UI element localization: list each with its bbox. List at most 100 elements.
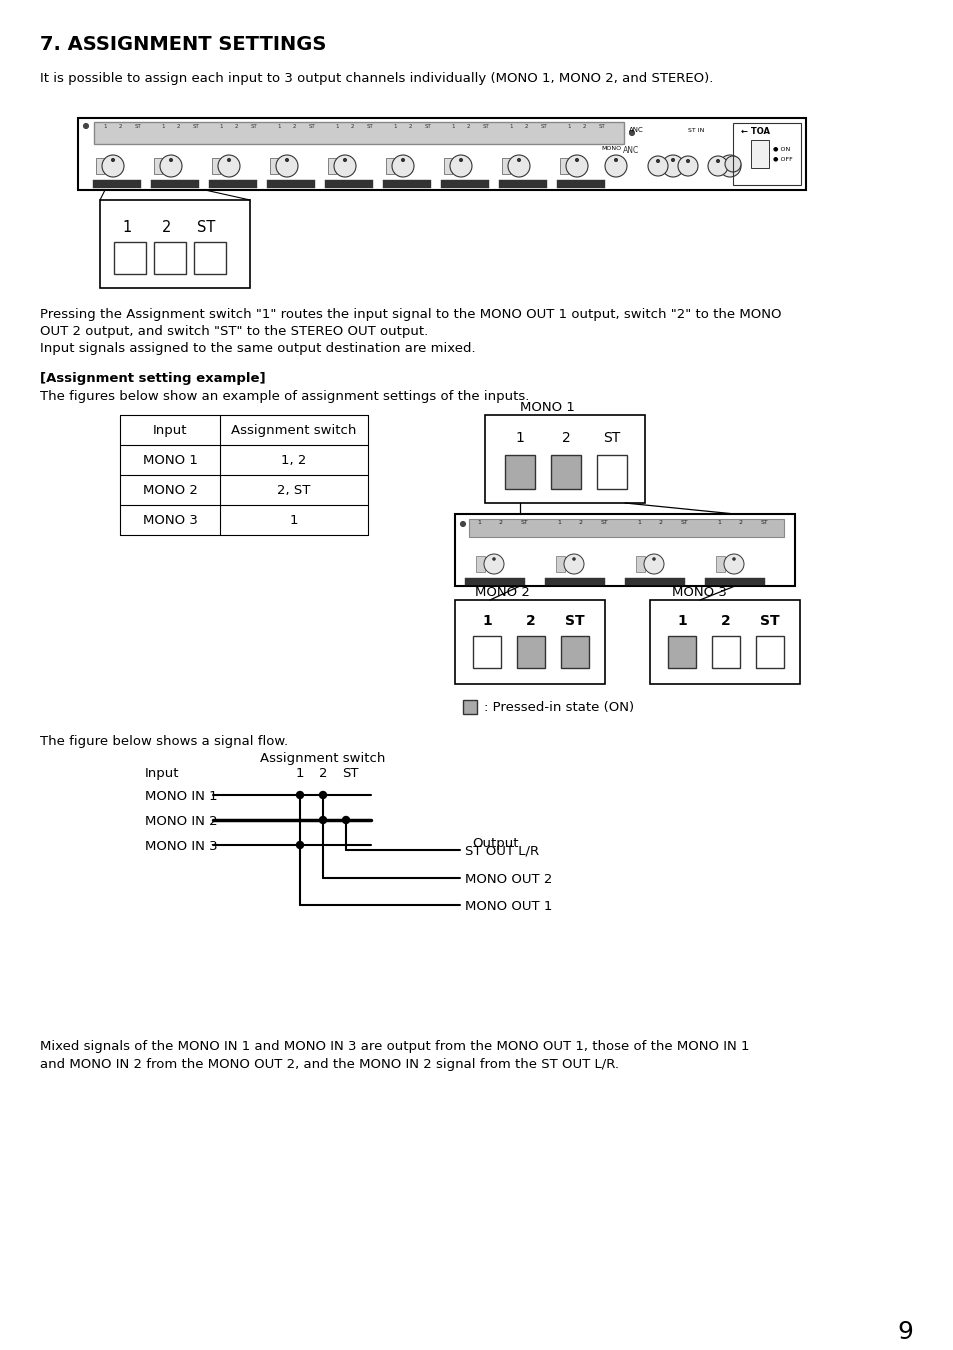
Text: ST: ST [598,124,605,130]
Bar [504,455,535,489]
Bar [556,556,564,572]
Bar [595,130,607,140]
Text: ST: ST [564,614,584,628]
Text: MONO 3: MONO 3 [671,586,726,599]
Text: 2: 2 [177,124,180,130]
Circle shape [686,159,689,162]
Circle shape [614,158,617,162]
Text: 2: 2 [498,520,502,525]
Circle shape [671,158,674,162]
Bar [382,180,431,188]
Text: MONO OUT 2: MONO OUT 2 [464,873,552,886]
Bar [624,578,684,585]
Circle shape [218,155,240,177]
Circle shape [656,159,659,162]
Bar [656,525,673,535]
Circle shape [563,554,583,574]
Text: ST: ST [367,124,374,130]
Bar [496,525,514,535]
Circle shape [572,558,575,560]
Text: 1: 1 [161,124,164,130]
Bar [598,525,616,535]
Bar [131,130,144,140]
Bar [273,130,286,140]
Text: ST OUT L/R: ST OUT L/R [464,845,538,859]
Text: 2: 2 [524,124,528,130]
Bar [386,158,394,174]
Text: and MONO IN 2 from the MONO OUT 2, and the MONO IN 2 signal from the ST OUT L/R.: and MONO IN 2 from the MONO OUT 2, and t… [40,1058,618,1071]
Bar [420,130,434,140]
Text: Assignment switch: Assignment switch [260,752,385,765]
Bar [732,123,801,185]
Text: : Pressed-in state (ON): : Pressed-in state (ON) [483,701,634,714]
Bar [484,414,644,504]
Text: ● ON: ● ON [772,146,789,151]
Bar [100,200,250,288]
Bar [405,130,417,140]
Bar [328,158,335,174]
Text: 1: 1 [481,614,492,628]
Circle shape [716,159,719,162]
Text: ST: ST [602,431,620,446]
Bar [99,130,112,140]
Text: MONO 2: MONO 2 [142,485,197,497]
Bar [755,636,783,668]
Text: 1: 1 [122,220,132,235]
Circle shape [719,155,740,177]
Bar [443,158,452,174]
Bar [758,525,775,535]
Circle shape [732,558,735,560]
Text: MONO 3: MONO 3 [142,514,197,526]
Bar [474,525,492,535]
Bar [517,636,544,668]
Text: 2: 2 [582,124,586,130]
Bar [92,180,141,188]
Circle shape [160,155,182,177]
Text: 7. ASSIGNMENT SETTINGS: 7. ASSIGNMENT SETTINGS [40,35,326,54]
Bar [576,525,594,535]
Circle shape [392,155,414,177]
Bar [559,158,567,174]
Text: 1: 1 [335,124,338,130]
Bar [597,455,626,489]
Bar [151,180,199,188]
Circle shape [275,155,297,177]
Bar [389,130,401,140]
Bar [325,180,373,188]
Text: 1: 1 [637,520,640,525]
Bar [94,122,623,144]
Text: Input: Input [152,424,187,437]
Text: 1: 1 [276,124,280,130]
Circle shape [102,155,124,177]
Bar [157,130,170,140]
Text: ← TOA: ← TOA [740,127,769,136]
Bar [331,130,344,140]
Bar [231,130,244,140]
Text: ST: ST [341,767,358,780]
Circle shape [227,158,231,162]
Text: 2: 2 [409,124,412,130]
Circle shape [342,817,349,824]
Circle shape [604,155,626,177]
Circle shape [652,558,655,560]
Bar [193,242,226,274]
Bar [520,130,534,140]
Text: MONO 2: MONO 2 [475,586,529,599]
Bar [504,130,517,140]
Text: 1: 1 [295,767,304,780]
Bar [440,180,489,188]
Text: 9: 9 [896,1320,912,1345]
Text: MONO IN 2: MONO IN 2 [145,815,217,828]
Circle shape [493,558,495,560]
Bar [363,130,375,140]
Text: Input signals assigned to the same output destination are mixed.: Input signals assigned to the same outpu… [40,342,476,355]
Text: ST: ST [760,614,779,628]
Bar [469,518,783,537]
Text: ST: ST [251,124,257,130]
Bar [247,130,260,140]
Text: 2: 2 [659,520,662,525]
Bar [270,158,277,174]
Text: ST: ST [520,520,528,525]
Text: 2: 2 [720,614,730,628]
Bar [716,556,724,572]
